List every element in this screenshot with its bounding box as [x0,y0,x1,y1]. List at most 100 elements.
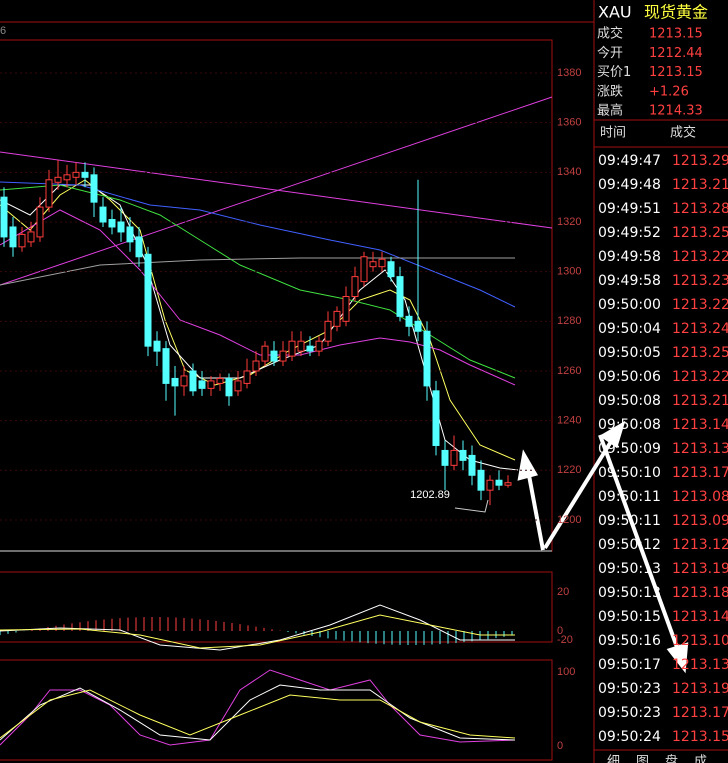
trade-price: 1213.22 [672,297,728,313]
trade-time: 09:49:52 [598,225,661,241]
kdj-label: 0 [557,740,563,752]
quote-value: 1214.33 [649,104,703,119]
macd-histogram [0,617,513,645]
candle-body [387,261,395,278]
tab[interactable]: 细 [607,755,620,763]
y-tick-label: 1360 [557,117,581,129]
trade-price: 1213.13 [672,657,728,673]
candle-body [279,350,287,362]
trade-price: 1213.17 [672,465,728,481]
trade-time: 09:49:48 [598,177,661,193]
candle-body [216,377,224,384]
candle-body [0,196,8,238]
candle-body [99,206,107,223]
trade-price: 1213.15 [672,729,728,745]
quote-value: 1212.44 [649,46,703,61]
trade-time: 09:50:06 [598,369,661,385]
trade-time: 09:50:13 [598,585,661,601]
candle-body [234,380,242,392]
quote-label: 最高 [597,103,623,119]
candle-body [468,454,476,476]
candle-body [135,236,143,258]
column-header: 成交 [670,125,696,141]
y-tick-label: 1240 [557,415,581,427]
candle-body [270,350,278,362]
candle-body [18,233,26,248]
candle-body [504,482,512,486]
trade-price: 1213.08 [672,489,728,505]
tab[interactable]: 图 [636,755,649,763]
candle-body [243,370,251,384]
kdj-label: 100 [557,666,575,678]
trade-price: 1213.18 [672,585,728,601]
y-tick-label: 1300 [557,266,581,278]
candle-body [459,449,467,461]
candle-body [432,390,440,446]
trade-time: 09:50:23 [598,681,661,697]
tab[interactable]: 成 [694,755,707,763]
y-tick-label: 1280 [557,315,581,327]
trade-price: 1213.17 [672,705,728,721]
candle-body [396,276,404,317]
tab[interactable]: 盘 [665,754,678,763]
y-tick-label: 1380 [557,67,581,79]
trade-time: 09:50:10 [598,465,661,481]
quote-label: 今开 [597,45,623,61]
candle-body [297,340,305,352]
candle-body [315,340,323,352]
y-tick-label: 1320 [557,216,581,228]
trade-price: 1213.14 [672,417,728,433]
candle-body [162,348,170,384]
candle-body [108,219,116,228]
trade-price: 1213.25 [672,225,728,241]
trade-time: 09:50:05 [598,345,661,361]
trade-time: 09:50:12 [598,537,661,553]
candle-body [81,171,89,178]
quote-value: 1213.15 [649,65,703,80]
kdj-lines [0,669,516,746]
macd-label: 0 [557,625,563,637]
candle-body [126,226,134,243]
candle-body [225,377,233,397]
trade-time: 09:50:11 [598,489,661,505]
trade-time: 09:50:15 [598,609,661,625]
trade-time: 09:50:08 [598,417,661,433]
candle-body [207,380,215,389]
candle-body [495,479,503,486]
candle-body [27,231,35,243]
trade-time: 09:50:08 [598,393,661,409]
candle-body [342,295,350,322]
trade-time: 09:50:04 [598,321,661,337]
quote-value: +1.26 [649,84,689,99]
candle-body [72,171,80,178]
arrows [517,420,689,674]
trade-price: 1213.12 [672,537,728,553]
indicators [0,96,553,471]
quote-label: 买价1 [597,65,631,80]
candle-body [288,340,296,357]
candle-body [441,449,449,466]
candle-body [144,253,152,347]
trade-price: 1213.21 [672,177,728,193]
candle-body [486,479,494,491]
trade-price: 1213.23 [672,273,728,289]
candle-body [54,176,62,183]
y-tick-label: 1260 [557,365,581,377]
quote-label: 涨跌 [597,83,623,99]
trade-price: 1213.10 [672,633,728,649]
symbol-name: 现货黄金 [644,3,708,22]
candle-body [414,320,422,332]
trade-time: 09:50:11 [598,513,661,529]
trade-price: 1213.21 [672,393,728,409]
annotation-leader [454,499,489,513]
trade-price: 1213.25 [672,345,728,361]
trade-time: 09:50:23 [598,705,661,721]
candle-body [450,449,458,466]
macd-label: -20 [557,634,573,646]
trade-price: 1213.19 [672,681,728,697]
quote-value: 1213.15 [649,27,703,42]
candle-body [306,345,314,352]
candle-body [369,261,377,268]
candle-body [9,226,17,248]
